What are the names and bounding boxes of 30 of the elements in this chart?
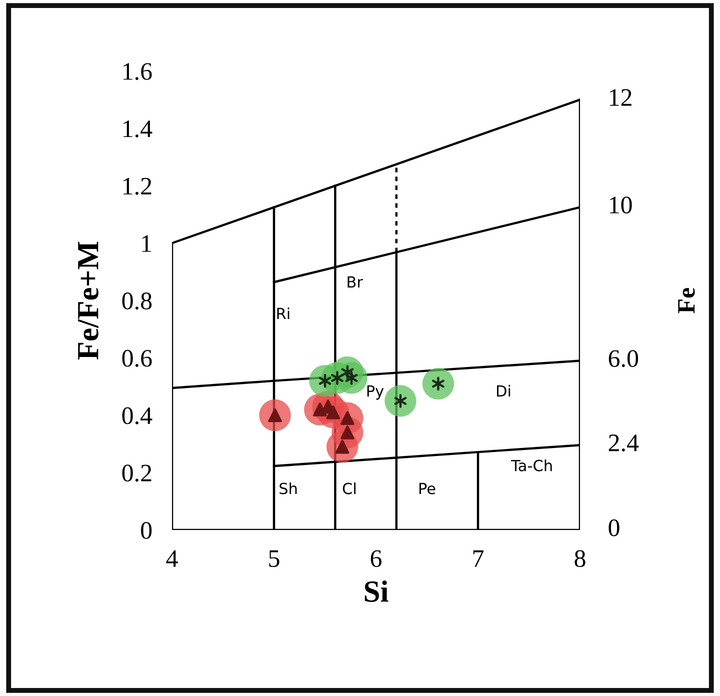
x-tick-label: 8 bbox=[574, 550, 586, 568]
y-tick-label: 0.2 bbox=[122, 464, 152, 482]
y2-axis-title: Fe bbox=[678, 288, 695, 314]
x-tick-label: 5 bbox=[269, 550, 280, 568]
y-tick-label: 1.6 bbox=[124, 63, 152, 80]
x-tick-label: 7 bbox=[473, 550, 484, 567]
y-tick-label: 0 bbox=[141, 522, 152, 539]
x-tick-label: 4 bbox=[166, 550, 178, 567]
text: 6.0 bbox=[608, 350, 638, 368]
annotation: Br bbox=[348, 276, 363, 288]
annotation: Ri bbox=[277, 307, 290, 320]
text: 10 bbox=[610, 196, 632, 214]
annotation: Cl bbox=[342, 482, 356, 494]
y-tick-label: 1.4 bbox=[124, 120, 152, 138]
annotation: Pe bbox=[419, 482, 436, 494]
annotation: Di bbox=[496, 384, 510, 397]
annotation: Sh bbox=[280, 482, 297, 494]
y-axis-title: Fe/Fe+M bbox=[78, 242, 98, 360]
y-tick-label: 1 bbox=[142, 235, 152, 252]
annotation: Py bbox=[367, 385, 384, 400]
text: 2.4 bbox=[608, 434, 639, 452]
y-tick-label: 1.2 bbox=[124, 178, 152, 195]
annotation: Ta-Ch bbox=[510, 459, 552, 472]
text: 0 bbox=[608, 519, 620, 536]
text: 12 bbox=[610, 89, 632, 106]
x-tick-label: 6 bbox=[370, 550, 382, 568]
y-tick-label: 0.8 bbox=[122, 292, 152, 310]
y-tick-label: 0.6 bbox=[122, 350, 152, 367]
y-tick-label: 0.4 bbox=[122, 407, 152, 424]
x-axis-title: Si bbox=[364, 580, 388, 602]
